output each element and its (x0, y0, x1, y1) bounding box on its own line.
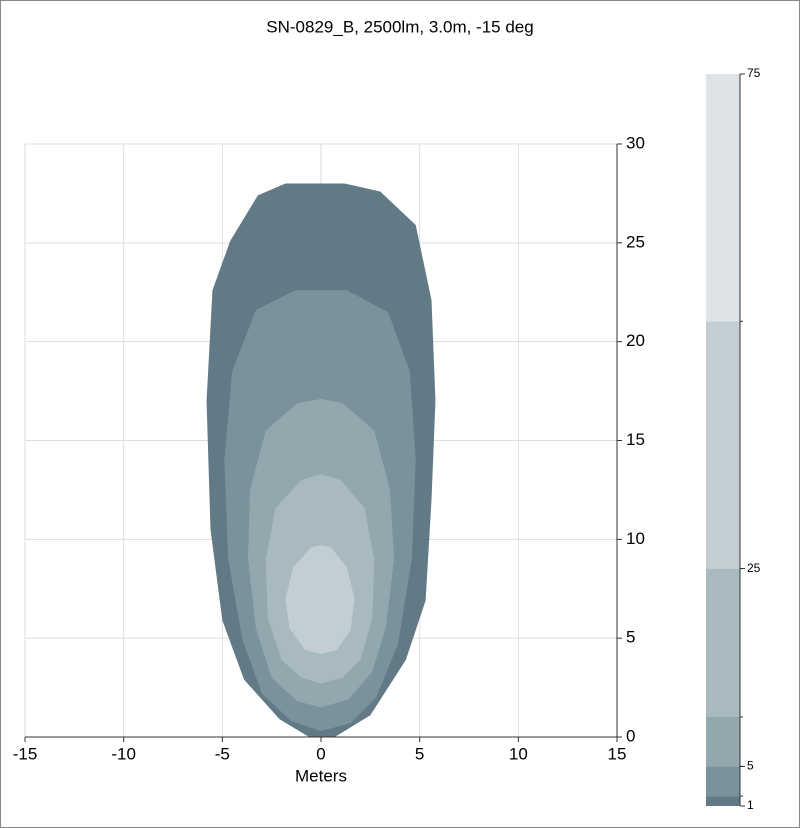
colorbar-tick-label: 75 (747, 66, 761, 80)
colorbar-segment (706, 766, 740, 797)
y-tick-label: 5 (626, 628, 635, 647)
x-axis-label: Meters (295, 766, 347, 785)
colorbar-segment (706, 568, 740, 717)
x-tick-label: -5 (215, 744, 230, 763)
y-tick-label: 0 (626, 726, 635, 745)
colorbar-segment (706, 74, 740, 322)
x-tick-label: 10 (509, 744, 528, 763)
y-tick-label: 30 (626, 133, 645, 152)
contour-region (285, 545, 355, 654)
y-tick-label: 15 (626, 430, 645, 449)
x-tick-label: 15 (608, 744, 627, 763)
y-tick-label: 25 (626, 232, 645, 251)
colorbar-tick-label: 1 (747, 798, 754, 812)
x-tick-label: -10 (111, 744, 136, 763)
colorbar-tick-label: 5 (747, 759, 754, 773)
x-tick-label: 5 (415, 744, 424, 763)
colorbar-segment (706, 716, 740, 767)
colorbar-segment (706, 321, 740, 569)
colorbar-tick-label: 25 (747, 561, 761, 575)
x-tick-label: -15 (13, 744, 38, 763)
x-tick-label: 0 (316, 744, 325, 763)
colorbar-segment (706, 796, 740, 806)
y-tick-label: 20 (626, 331, 645, 350)
y-tick-label: 10 (626, 529, 645, 548)
chart-title: SN-0829_B, 2500lm, 3.0m, -15 deg (266, 17, 533, 36)
